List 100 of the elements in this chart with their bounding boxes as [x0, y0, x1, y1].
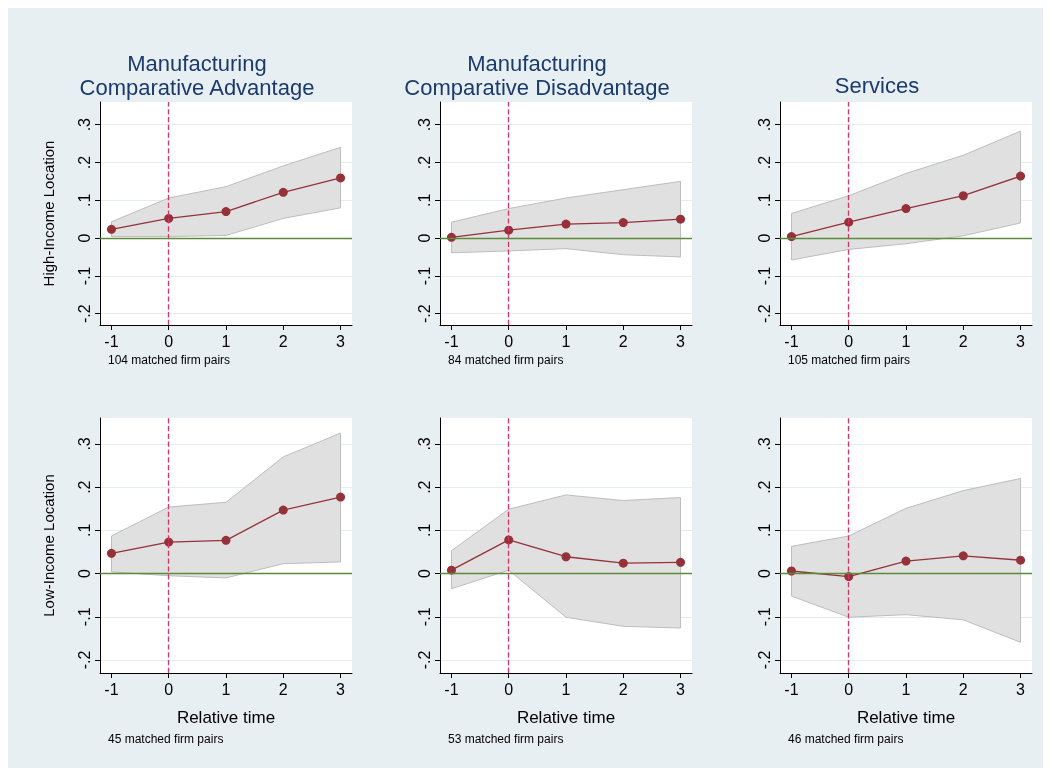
y-tick-label: 0 [415, 233, 433, 243]
y-tick-label: -.2 [755, 650, 773, 670]
y-tick-label: 0 [75, 569, 93, 579]
x-tick-label: -1 [104, 680, 119, 698]
point [676, 557, 686, 567]
y-tick-label: .2 [755, 155, 773, 170]
x-tick-label: 0 [844, 680, 854, 698]
x-tick-label: 3 [336, 680, 346, 698]
point [1016, 171, 1026, 181]
x-tick-label: 2 [278, 680, 288, 698]
x-tick-label: -1 [104, 332, 119, 350]
point [1016, 555, 1026, 565]
text: 104 matched firm pairs [108, 353, 231, 367]
y-tick-label: -.2 [75, 650, 93, 670]
point [901, 204, 911, 214]
point [561, 552, 571, 562]
y-tick-label: .3 [755, 437, 773, 451]
y-tick-label: .3 [755, 117, 773, 132]
y-tick-label: .2 [755, 480, 773, 494]
y-tick-label: .2 [415, 480, 433, 494]
y-tick-label: -.1 [75, 607, 93, 627]
y-tick-label: .3 [75, 437, 93, 451]
y-tick-label: 0 [75, 233, 93, 243]
point [504, 225, 514, 235]
y-tick-label: -.2 [75, 304, 93, 323]
chart-title: Manufacturing Comparative Disadvantage [404, 50, 670, 100]
x-tick-label: 0 [164, 680, 174, 698]
x-tick-label: -1 [784, 332, 799, 350]
x-tick-label: 0 [844, 332, 854, 350]
point [278, 187, 288, 197]
point [618, 218, 628, 228]
y-tick-label: .2 [75, 480, 93, 494]
y-tick-label: -.1 [415, 607, 433, 627]
x-tick-label: 1 [901, 332, 911, 350]
text: 45 matched firm pairs [108, 732, 224, 746]
point [106, 224, 116, 234]
y-tick-label: .2 [75, 155, 93, 170]
x-tick-label: 3 [336, 332, 346, 350]
y-tick-label: 0 [755, 569, 773, 579]
point [618, 558, 628, 568]
y-tick-label: .2 [415, 155, 433, 170]
x-axis-title: Relative time [516, 708, 616, 727]
y-tick-label: -.2 [415, 304, 433, 323]
point [901, 556, 911, 566]
y-tick-label: 0 [755, 233, 773, 243]
y-tick-label: -.1 [755, 266, 773, 286]
y-tick-label: -.1 [755, 607, 773, 627]
y-tick-label: .3 [75, 117, 93, 132]
y-tick-label: -.2 [755, 304, 773, 323]
x-axis-title: Relative time [176, 708, 276, 727]
x-tick-label: 3 [676, 680, 686, 698]
x-tick-label: 1 [221, 680, 231, 698]
x-tick-label: 0 [164, 332, 174, 350]
point [336, 492, 346, 502]
text: 84 matched firm pairs [448, 353, 564, 367]
x-tick-label: -1 [444, 680, 459, 698]
y-tick-label: .1 [75, 193, 93, 207]
x-tick-label: 2 [618, 680, 628, 698]
chart-title: Manufacturing Comparative Advantage [79, 50, 315, 100]
point [958, 191, 968, 201]
x-tick-label: 1 [561, 332, 571, 350]
y-axis-title: Low-Income Location [40, 474, 57, 617]
point [336, 173, 346, 183]
x-tick-label: 2 [278, 332, 288, 350]
y-tick-label: .1 [755, 193, 773, 207]
x-tick-label: 3 [676, 332, 686, 350]
point [278, 505, 288, 515]
point [221, 535, 231, 545]
x-tick-label: 2 [618, 332, 628, 350]
y-tick-label: .1 [415, 523, 433, 538]
x-axis-title: Relative time [856, 708, 956, 727]
point [106, 548, 116, 558]
point [561, 219, 571, 229]
x-tick-label: 3 [1016, 332, 1026, 350]
y-tick-label: -.1 [415, 266, 433, 286]
point [221, 207, 231, 217]
x-tick-label: 2 [958, 680, 968, 698]
point [958, 551, 968, 561]
x-tick-label: 0 [504, 680, 514, 698]
y-tick-label: .1 [75, 523, 93, 538]
y-tick-label: -.1 [75, 266, 93, 286]
x-tick-label: 1 [221, 332, 231, 350]
x-tick-label: 1 [901, 680, 911, 698]
point [504, 535, 514, 545]
y-tick-label: .1 [415, 193, 433, 207]
x-tick-label: 0 [504, 332, 514, 350]
point [676, 214, 686, 224]
y-tick-label: -.2 [415, 650, 433, 670]
text: 53 matched firm pairs [448, 732, 564, 746]
y-tick-label: 0 [415, 569, 433, 579]
y-tick-label: .3 [415, 117, 433, 132]
x-tick-label: -1 [784, 680, 799, 698]
chart-title: Services [834, 72, 920, 98]
y-axis-title: High-Income Location [40, 140, 57, 287]
y-tick-label: .3 [415, 437, 433, 451]
y-tick-label: .1 [755, 523, 773, 538]
x-tick-label: 3 [1016, 680, 1026, 698]
text: 46 matched firm pairs [788, 732, 904, 746]
x-tick-label: 2 [958, 332, 968, 350]
x-tick-label: -1 [444, 332, 459, 350]
